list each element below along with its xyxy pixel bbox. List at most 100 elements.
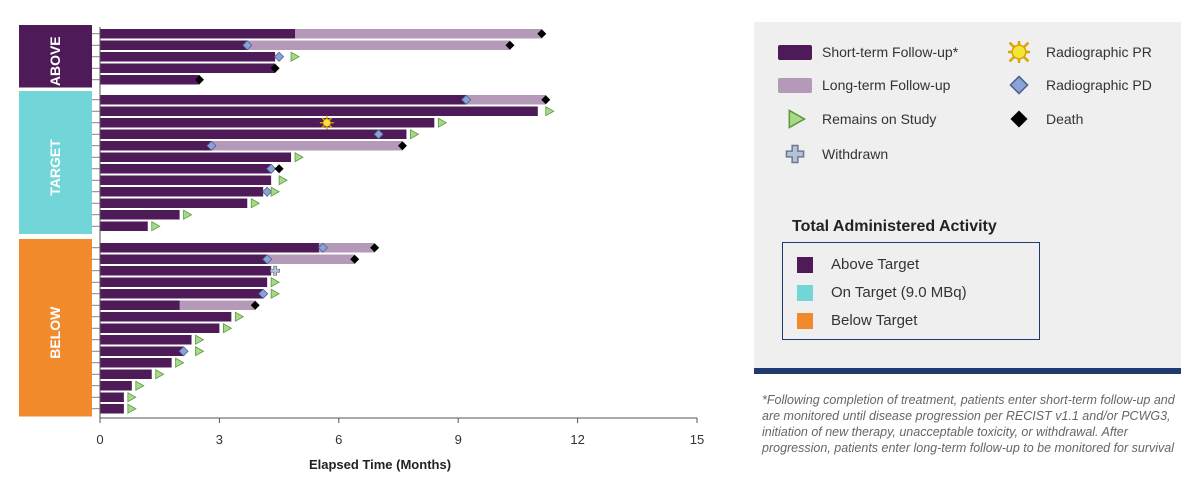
swimmer-chart: ABOVE TARGET BELOW 0 3 6 9 12 15 Elapsed Time (… [19, 25, 704, 472]
remains-on-study-marker [437, 117, 448, 128]
activity-label: Below Target [831, 312, 918, 329]
death-marker [195, 75, 204, 85]
progression-marker [242, 40, 253, 51]
pr-legend-icon [1008, 41, 1030, 63]
remains-on-study-marker [135, 380, 145, 391]
short-term-bar [100, 40, 248, 50]
pd-legend-icon [1009, 75, 1029, 95]
remains-on-study-marker [294, 152, 304, 163]
remains-on-study-marker [155, 369, 165, 380]
progression-marker [461, 94, 472, 105]
remains-on-study-marker [127, 403, 137, 414]
remains-legend-icon [788, 109, 806, 129]
short-term-bar [100, 300, 180, 310]
legend-label: Withdrawn [822, 146, 889, 162]
death-marker [397, 141, 407, 151]
legend-swatch [778, 45, 812, 60]
long-legend-icon [778, 78, 812, 93]
remains-on-study-marker [545, 106, 555, 117]
withdrawn-legend-icon [785, 144, 805, 164]
short-term-bar [100, 141, 212, 151]
pr-core [1011, 44, 1027, 60]
legend-item-long: Long-term Follow-up [776, 74, 950, 96]
withdrawn-marker [270, 265, 281, 276]
x-tick-label: 6 [335, 432, 342, 447]
death-legend-icon [1010, 110, 1028, 128]
short-term-bar [100, 312, 232, 322]
legend-swatch [778, 78, 812, 93]
legend-item-death: Death [1000, 108, 1083, 130]
remains-on-study-marker [151, 221, 161, 232]
short-term-bar [100, 346, 184, 356]
death-marker [350, 254, 360, 264]
short-term-bar [100, 210, 180, 220]
progression-marker [274, 51, 285, 62]
legend-label: Death [1046, 111, 1084, 127]
long-term-bar [100, 40, 510, 50]
group-label-below: BELOW [47, 306, 63, 359]
group-band-below [19, 239, 92, 417]
short-term-bar [100, 254, 268, 264]
remains-on-study-marker [270, 277, 280, 288]
short-term-bar [100, 335, 192, 345]
progression-marker [262, 186, 273, 197]
progression-marker [258, 288, 269, 299]
short-term-bar [100, 243, 319, 253]
death-marker [541, 95, 551, 105]
activity-legend: Above Target On Target (9.0 MBq) Below Tar… [782, 242, 1040, 340]
short-term-bar [100, 289, 264, 299]
remains-on-study-marker [195, 334, 205, 345]
legend-item-remains: Remains on Study [776, 108, 936, 130]
short-term-bar [100, 369, 152, 379]
death-marker [537, 29, 547, 39]
progression-marker [206, 140, 217, 151]
legend-item-pr: Radiographic PR [1000, 41, 1152, 63]
progression-marker [262, 254, 273, 265]
death-marker [250, 300, 260, 310]
short-term-bar [100, 63, 276, 73]
short-term-bar [100, 323, 220, 333]
group-band-above [19, 25, 92, 88]
long-term-bar [100, 141, 403, 151]
x-tick-label: 0 [96, 432, 103, 447]
remains-on-study-marker [234, 311, 245, 322]
activity-title: Total Administered Activity [792, 218, 997, 235]
activity-swatch [797, 312, 813, 329]
short-term-bar [100, 175, 272, 185]
partial-response-marker [1008, 41, 1030, 63]
death-marker [505, 40, 515, 50]
legend-item-withdrawn: Withdrawn [776, 143, 888, 165]
activity-item: On Target (9.0 MBq) [797, 284, 967, 301]
death-marker [1010, 110, 1028, 128]
group-label-above: ABOVE [47, 36, 63, 86]
short-term-bar [100, 164, 272, 174]
remains-on-study-marker [788, 109, 806, 129]
short-term-bar [100, 75, 200, 85]
short-legend-icon [778, 45, 812, 60]
x-tick-label: 15 [690, 432, 704, 447]
activity-item: Above Target [797, 256, 919, 273]
withdrawn-marker [785, 144, 805, 164]
plot-area [92, 29, 555, 414]
activity-swatch [797, 256, 813, 273]
pr-core [322, 118, 331, 127]
short-term-bar [100, 404, 124, 414]
activity-label: On Target (9.0 MBq) [831, 284, 967, 301]
legend-label: Long-term Follow-up [822, 77, 951, 93]
short-term-bar [100, 266, 272, 276]
remains-on-study-marker [250, 198, 261, 209]
progression-marker [317, 242, 328, 253]
short-term-bar [100, 106, 538, 116]
long-term-bar [100, 29, 542, 39]
partial-response-marker [319, 115, 334, 130]
death-marker [270, 63, 280, 73]
short-term-bar [100, 95, 467, 105]
short-term-bar [100, 358, 172, 368]
short-term-bar [100, 152, 292, 162]
short-term-bar [100, 29, 296, 39]
x-ticks: 0 3 6 9 12 15 [96, 418, 704, 447]
legend-item-pd: Radiographic PD [1000, 74, 1152, 96]
remains-on-study-marker [127, 392, 137, 403]
short-term-bar [100, 392, 124, 402]
activity-swatch [797, 284, 813, 301]
